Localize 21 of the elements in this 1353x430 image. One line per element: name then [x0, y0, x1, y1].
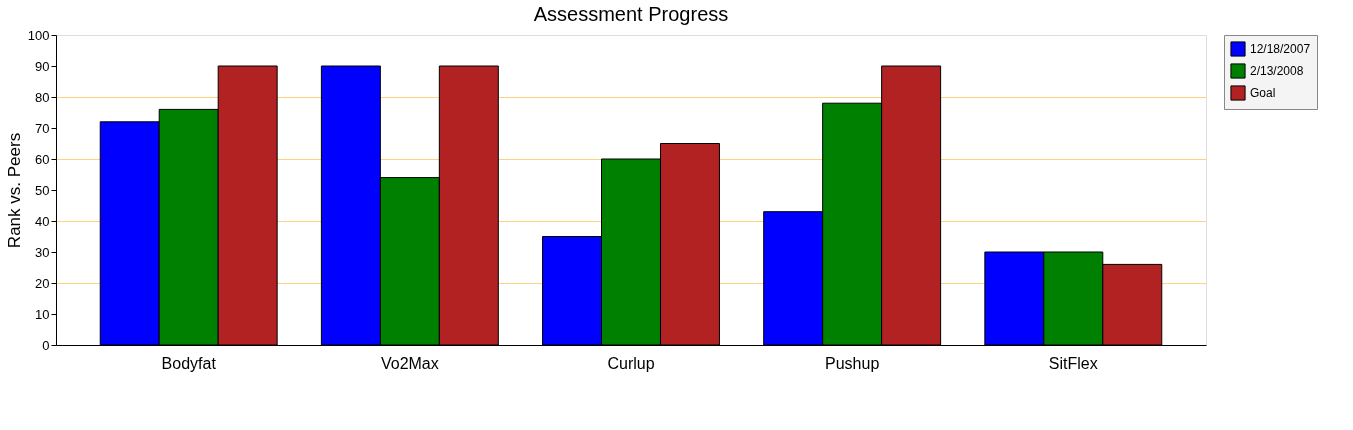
legend-label: 12/18/2007 — [1250, 42, 1311, 56]
y-tick-label: 60 — [35, 151, 50, 167]
x-tick-label: Curlup — [607, 354, 655, 372]
y-tick-label: 20 — [35, 275, 50, 291]
x-tick-label: SitFlex — [1048, 354, 1098, 372]
y-axis-title: Rank vs. Peers — [4, 132, 24, 249]
x-tick-label: Vo2Max — [380, 354, 439, 372]
y-tick-label: 40 — [35, 213, 50, 229]
y-tick-label: 80 — [35, 89, 50, 105]
y-tick-label: 10 — [35, 306, 50, 322]
x-tick-label: Pushup — [825, 354, 880, 372]
legend-label: Goal — [1250, 86, 1276, 100]
y-tick-label: 0 — [42, 337, 50, 353]
y-tick-label: 50 — [35, 182, 50, 198]
y-tick-label: 30 — [35, 244, 50, 260]
y-tick-label: 90 — [35, 58, 50, 74]
chart-title: Assessment Progress — [533, 3, 729, 25]
y-tick-label: 70 — [35, 120, 50, 136]
legend-label: 2/13/2008 — [1250, 64, 1304, 78]
x-tick-label: Bodyfat — [161, 354, 217, 372]
y-tick-label: 100 — [27, 27, 50, 43]
